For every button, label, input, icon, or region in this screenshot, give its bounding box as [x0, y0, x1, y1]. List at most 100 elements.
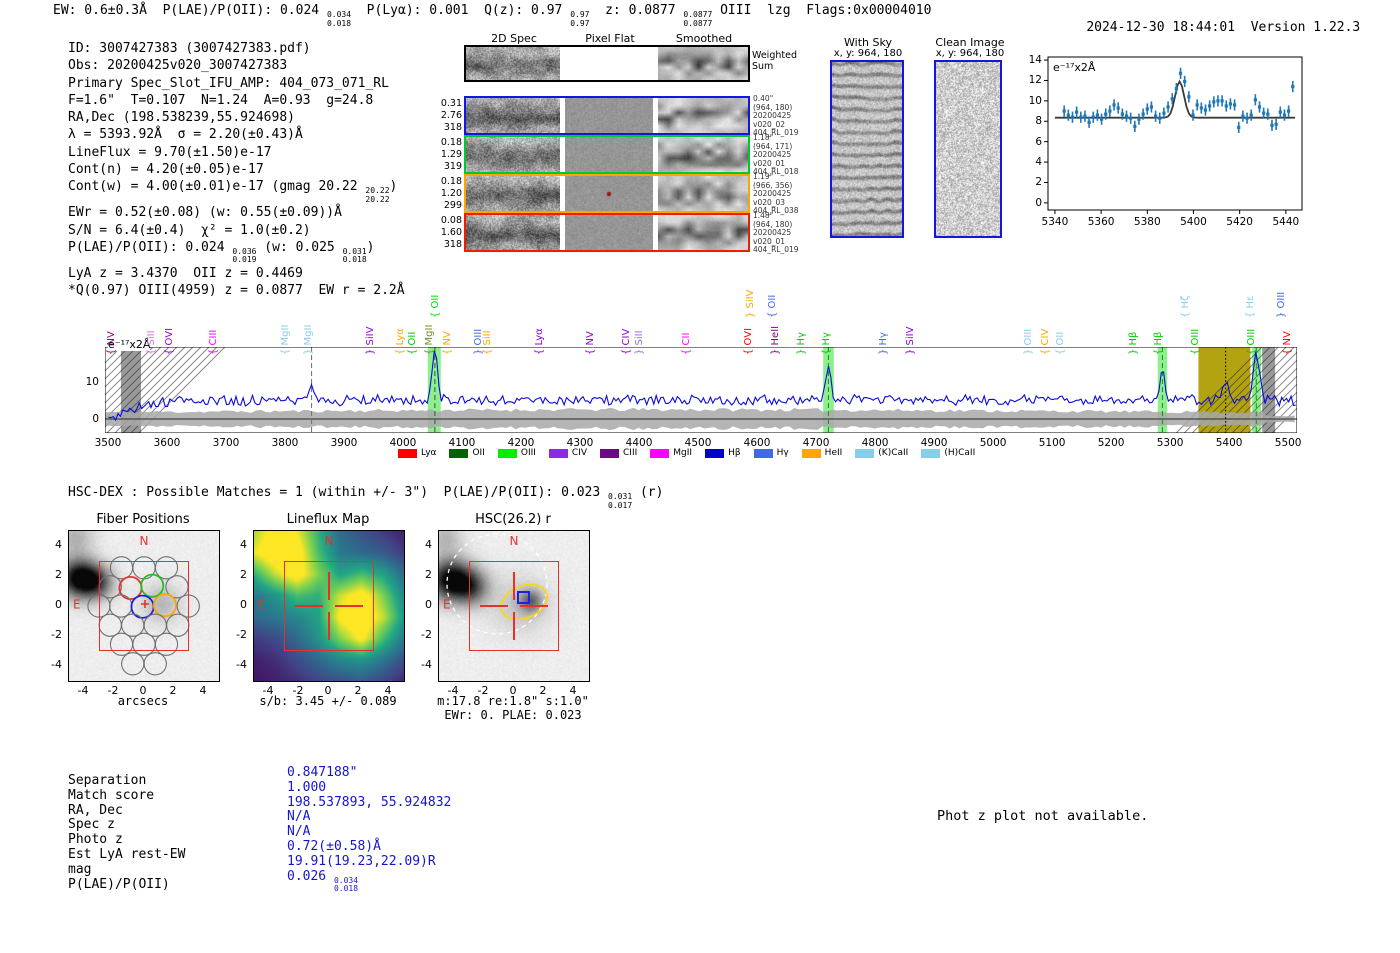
match-value-2: 198.537893, 55.924832 [287, 794, 452, 810]
catalog-match-box [517, 591, 530, 604]
legend-label: (H)CaII [944, 448, 976, 458]
lineflux-xtick: 4 [384, 684, 392, 697]
cleanimage-noise-canvas [936, 62, 1000, 236]
row-right-value: v020_02 [753, 119, 786, 129]
weighted-sum-label-line: Sum [752, 61, 774, 72]
hsc-ytick: 4 [425, 538, 432, 551]
smooth-canvas [658, 47, 748, 80]
inset-annotation: e⁻¹⁷x2Å [1053, 61, 1096, 74]
streak-canvas [466, 98, 560, 133]
match-label-5: Est LyA rest-EW [68, 847, 186, 862]
line-label-CIV: { CIV [1039, 328, 1051, 355]
lineflux-crosshair [295, 572, 363, 640]
line-label-OVI: { OVI [742, 327, 754, 355]
row-right-value: 20200425 [753, 189, 792, 199]
row-left-value: 1.60 [440, 227, 462, 238]
withsky-noise-canvas [832, 62, 902, 236]
line-label-Hγ: } Hγ [796, 332, 808, 355]
photz-note: Phot z plot not available. [937, 808, 1149, 824]
row-left-value: 0.18 [440, 137, 462, 148]
row-right-value: v020_01 [753, 158, 786, 168]
legend-label: Hγ [776, 448, 789, 458]
info-line-7: Cont(n) = 4.20(±0.05)e-17 [68, 162, 264, 178]
row-right-value: (966, 356) [753, 180, 793, 190]
lineflux-ytick: 2 [240, 568, 247, 581]
hsc-dex-line: HSC-DEX : Possible Matches = 1 (within +… [68, 485, 664, 510]
fiber-xtick: 2 [169, 684, 177, 697]
hsc-xtick: 4 [569, 684, 577, 697]
hsc-xtick: -4 [447, 684, 459, 697]
legend-swatch [449, 448, 469, 458]
flat-canvas [565, 137, 653, 172]
row-right-value: (964, 180) [753, 102, 793, 112]
line-label-OIII: } OIII [1275, 291, 1287, 318]
hsc-xlabel1: m:17.8 re:1.8" s:1.0" [437, 694, 589, 708]
line-label-Lyα: { Lyα [534, 328, 546, 355]
col-header-smoothed: Smoothed [675, 32, 733, 45]
fiber-ytick: 2 [55, 568, 62, 581]
spec2d-row [464, 96, 750, 135]
compass-north: N [509, 534, 519, 548]
smooth-canvas [658, 215, 748, 250]
hsc-ifu-outline [469, 561, 559, 651]
lineflux-ifu-outline [284, 561, 374, 651]
main-xtick: 5500 [1274, 437, 1302, 449]
legend-label: (K)CaII [878, 448, 909, 458]
line-label-OIII: { OIII [1246, 328, 1258, 355]
flat-canvas [565, 98, 653, 133]
hsc-xtick: 0 [509, 684, 517, 697]
fiber-ytick: -4 [51, 658, 62, 671]
row-right-value: 20200425 [753, 228, 792, 238]
line-label-NV: { NV [442, 331, 454, 355]
line-label-Hζ: { Hζ [1179, 295, 1191, 319]
smooth-canvas [658, 176, 748, 211]
row-left-value: 0.18 [440, 176, 462, 187]
fiber-ifu-outline [99, 561, 189, 651]
inset-ytick: 0 [1035, 196, 1042, 209]
row-right-value: v020_01 [753, 236, 786, 246]
info-line-1: Obs: 20200425v020_3007427383 [68, 58, 288, 74]
row-right-value: 0.40" [753, 94, 774, 103]
legend-item: (K)CaII [855, 448, 908, 458]
withsky-title: With Sky [844, 36, 892, 49]
line-label-MgII: { MgII [424, 324, 436, 355]
lineflux-ytick: -2 [236, 628, 247, 641]
lineflux-map-panel: N E [253, 530, 405, 682]
main-xtick: 4900 [920, 437, 948, 449]
lineflux-xtick: -4 [262, 684, 274, 697]
match-label-1: Match score [68, 787, 155, 803]
main-xtick: 4000 [389, 437, 417, 449]
row-left-value: 0.08 [440, 215, 462, 226]
spec2d-row-left-labels: 0.18 1.20 299 [436, 176, 462, 212]
row-right-value: 404_RL_018 [753, 167, 799, 177]
line-label-Hε: { Hε [1244, 295, 1256, 318]
fiber-ytick: 4 [55, 538, 62, 551]
fiber-xlabel: arcsecs [117, 694, 169, 708]
info-line-11: P(LAE)/P(OII): 0.024 0.036 0.019 (w: 0.02… [68, 239, 375, 265]
spec2d-row-right-labels: 1.18" (964, 171) 20200425 v020_01 404_RL_018 [753, 133, 799, 177]
match-label-3: Spec z [68, 817, 115, 833]
report-datetime: 2024-12-30 18:44:01 [1086, 20, 1236, 35]
row-left-value: 299 [443, 200, 462, 211]
fiber-xtick: -4 [77, 684, 89, 697]
line-label-SiII: { SiII [481, 330, 493, 355]
legend-label: OIII [520, 448, 536, 458]
match-value-0: 0.847188" [287, 765, 358, 780]
compass-east: E [258, 597, 266, 612]
main-spectrum-svg [105, 347, 1297, 433]
match-value-3: N/A [287, 809, 311, 825]
weighted-sum-label: Weighted Sum [752, 50, 797, 72]
inset-xtick: 5380 [1133, 216, 1161, 228]
legend-label: Hβ [728, 448, 741, 458]
legend-item: MgII [650, 448, 692, 458]
info-line-3: F=1.6" T=0.107 N=1.24 A=0.93 g=24.8 [68, 92, 374, 108]
row-right-value: 1.48" [753, 211, 774, 220]
legend-swatch [753, 448, 773, 458]
info-line-2: Primary Spec_Slot_IFU_AMP: 404_073_071_R… [68, 75, 389, 91]
legend-label: CIV [571, 448, 588, 458]
line-label-Hβ: } Hβ [1127, 331, 1139, 355]
detection-info-block: ID: 3007427383 (3007427383.pdf) Obs: 2020… [68, 40, 405, 300]
match-value-6: 19.91(19.23,22.09)R [287, 853, 436, 869]
legend-swatch [855, 448, 875, 458]
